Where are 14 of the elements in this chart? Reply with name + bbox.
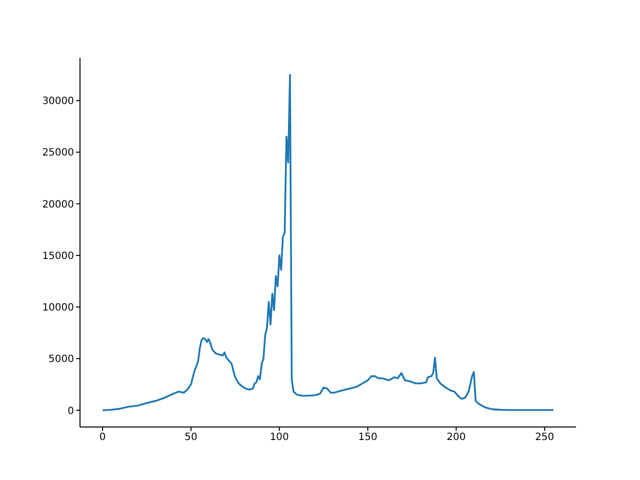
y-tick-label: 15000: [42, 250, 74, 262]
y-tick-label: 25000: [42, 148, 74, 159]
x-tick-label: 150: [358, 432, 378, 444]
x-tick-label: 50: [184, 432, 198, 444]
y-tick-label: 30000: [42, 96, 74, 108]
y-tick-label: 0: [68, 406, 74, 417]
y-tick-label: 20000: [42, 199, 74, 210]
x-tick-label: 100: [270, 432, 289, 444]
line-series: [102, 74, 554, 412]
y-tick-label: 5000: [48, 354, 74, 366]
x-tick-label: 0: [99, 432, 106, 444]
y-tick-label: 10000: [42, 302, 74, 314]
x-tick-label: 200: [446, 432, 466, 444]
x-tick-label: 250: [535, 432, 554, 444]
